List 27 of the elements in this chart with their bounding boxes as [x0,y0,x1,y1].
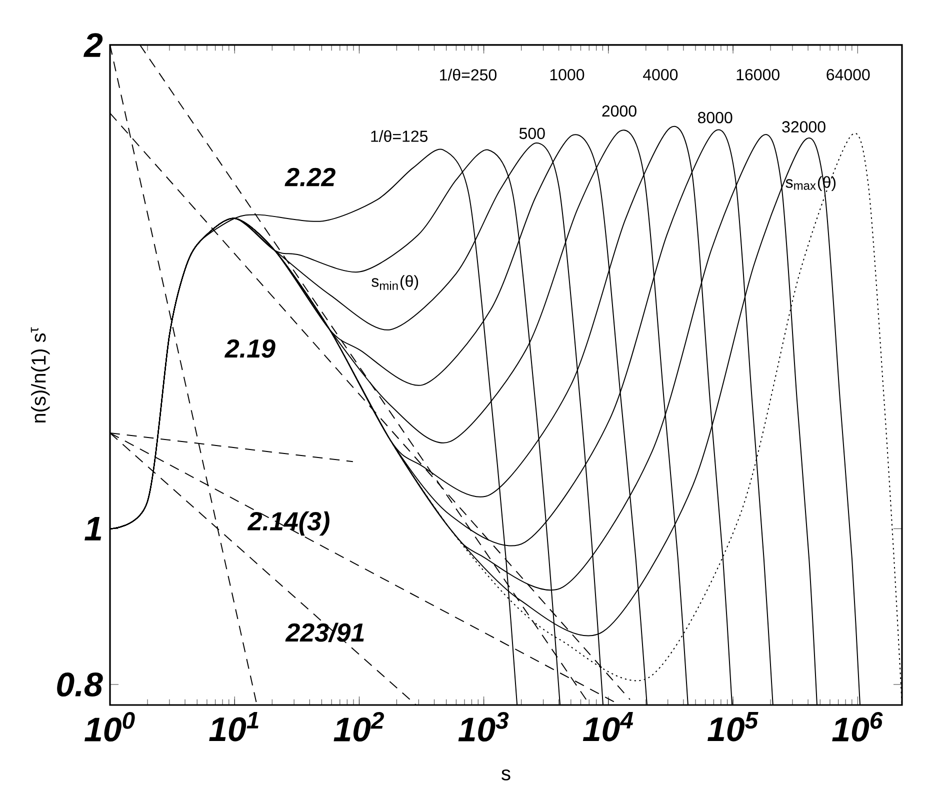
x-tick-label: 10$^{6}$ [832,712,883,742]
annotation: 16000 [736,69,780,80]
annotation: 1000 [550,69,584,80]
x-tick-label: 10$^{0}$ [84,712,135,742]
x-tick-label: 10$^{1}$ [209,712,258,742]
annotation: 500 [519,128,545,140]
annotation: 4000 [643,69,678,80]
annotation: 2.19 [224,339,276,358]
annotation: 1/θ=125 [371,130,428,142]
x-tick-label: 10$^{2}$ [334,712,384,742]
x-tick-label: 10$^{4}$ [582,712,634,742]
annotation: 64000 [826,69,870,80]
annotation: 32000 [782,121,826,132]
y-tick-label: 1 [84,517,102,540]
annotation: 8000 [698,112,732,124]
annotation: 2000 [602,105,636,117]
y-axis-title: n(s)/n(1) s$^{τ}$ [30,327,50,422]
annotation: s$_{min}$(θ) [372,275,418,290]
annotation: 1/θ=250 [440,68,496,81]
y-tick-label: 2 [83,33,103,57]
annotation: 2.22 [284,168,336,186]
x-tick-label: 10$^{5}$ [708,712,758,742]
annotation: 2.14(3) [247,511,330,536]
annotation: 223/91 [285,622,364,642]
x-axis-title: s [502,769,510,780]
y-tick-label: 0.8 [57,672,103,697]
x-tick-label: 10$^{3}$ [458,712,509,742]
